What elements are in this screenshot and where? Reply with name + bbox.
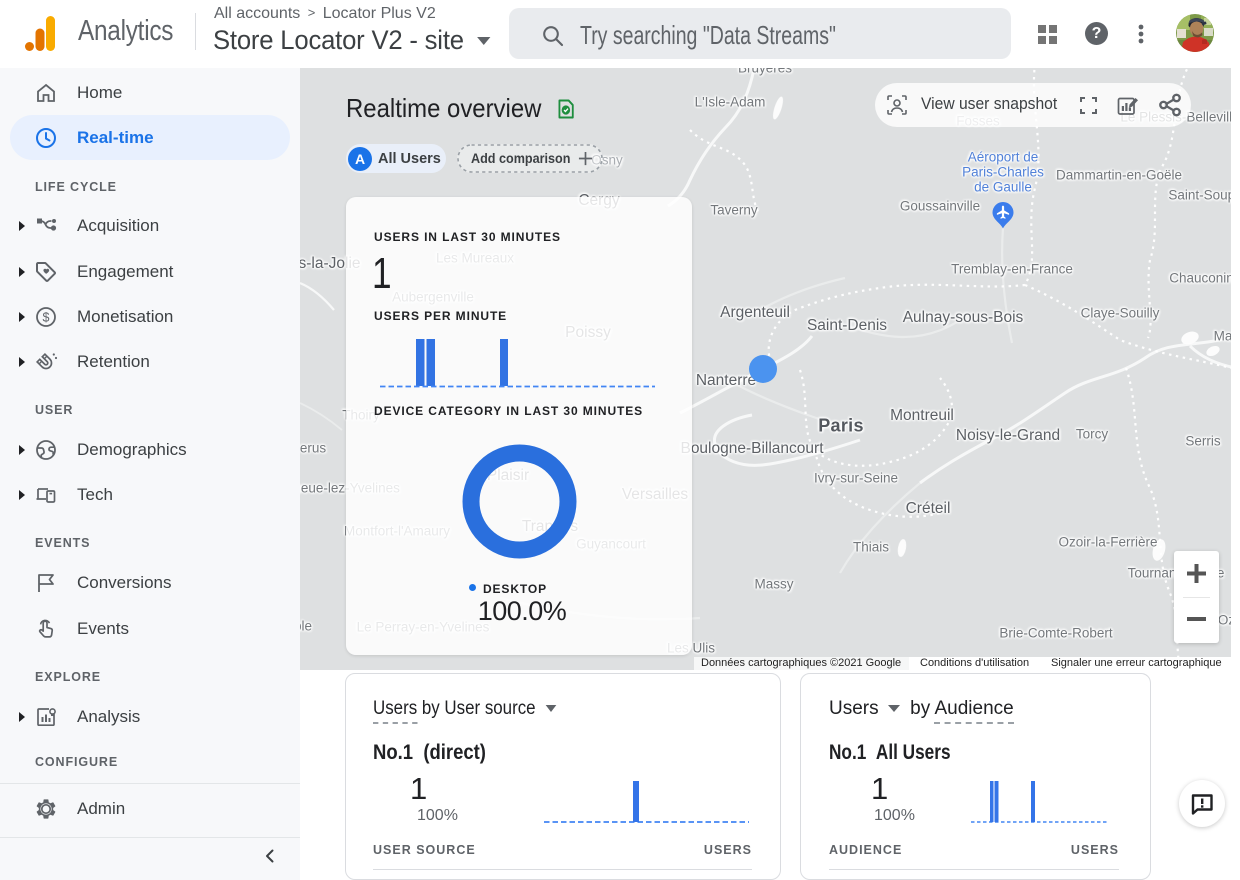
svg-text:$: $: [43, 311, 50, 325]
